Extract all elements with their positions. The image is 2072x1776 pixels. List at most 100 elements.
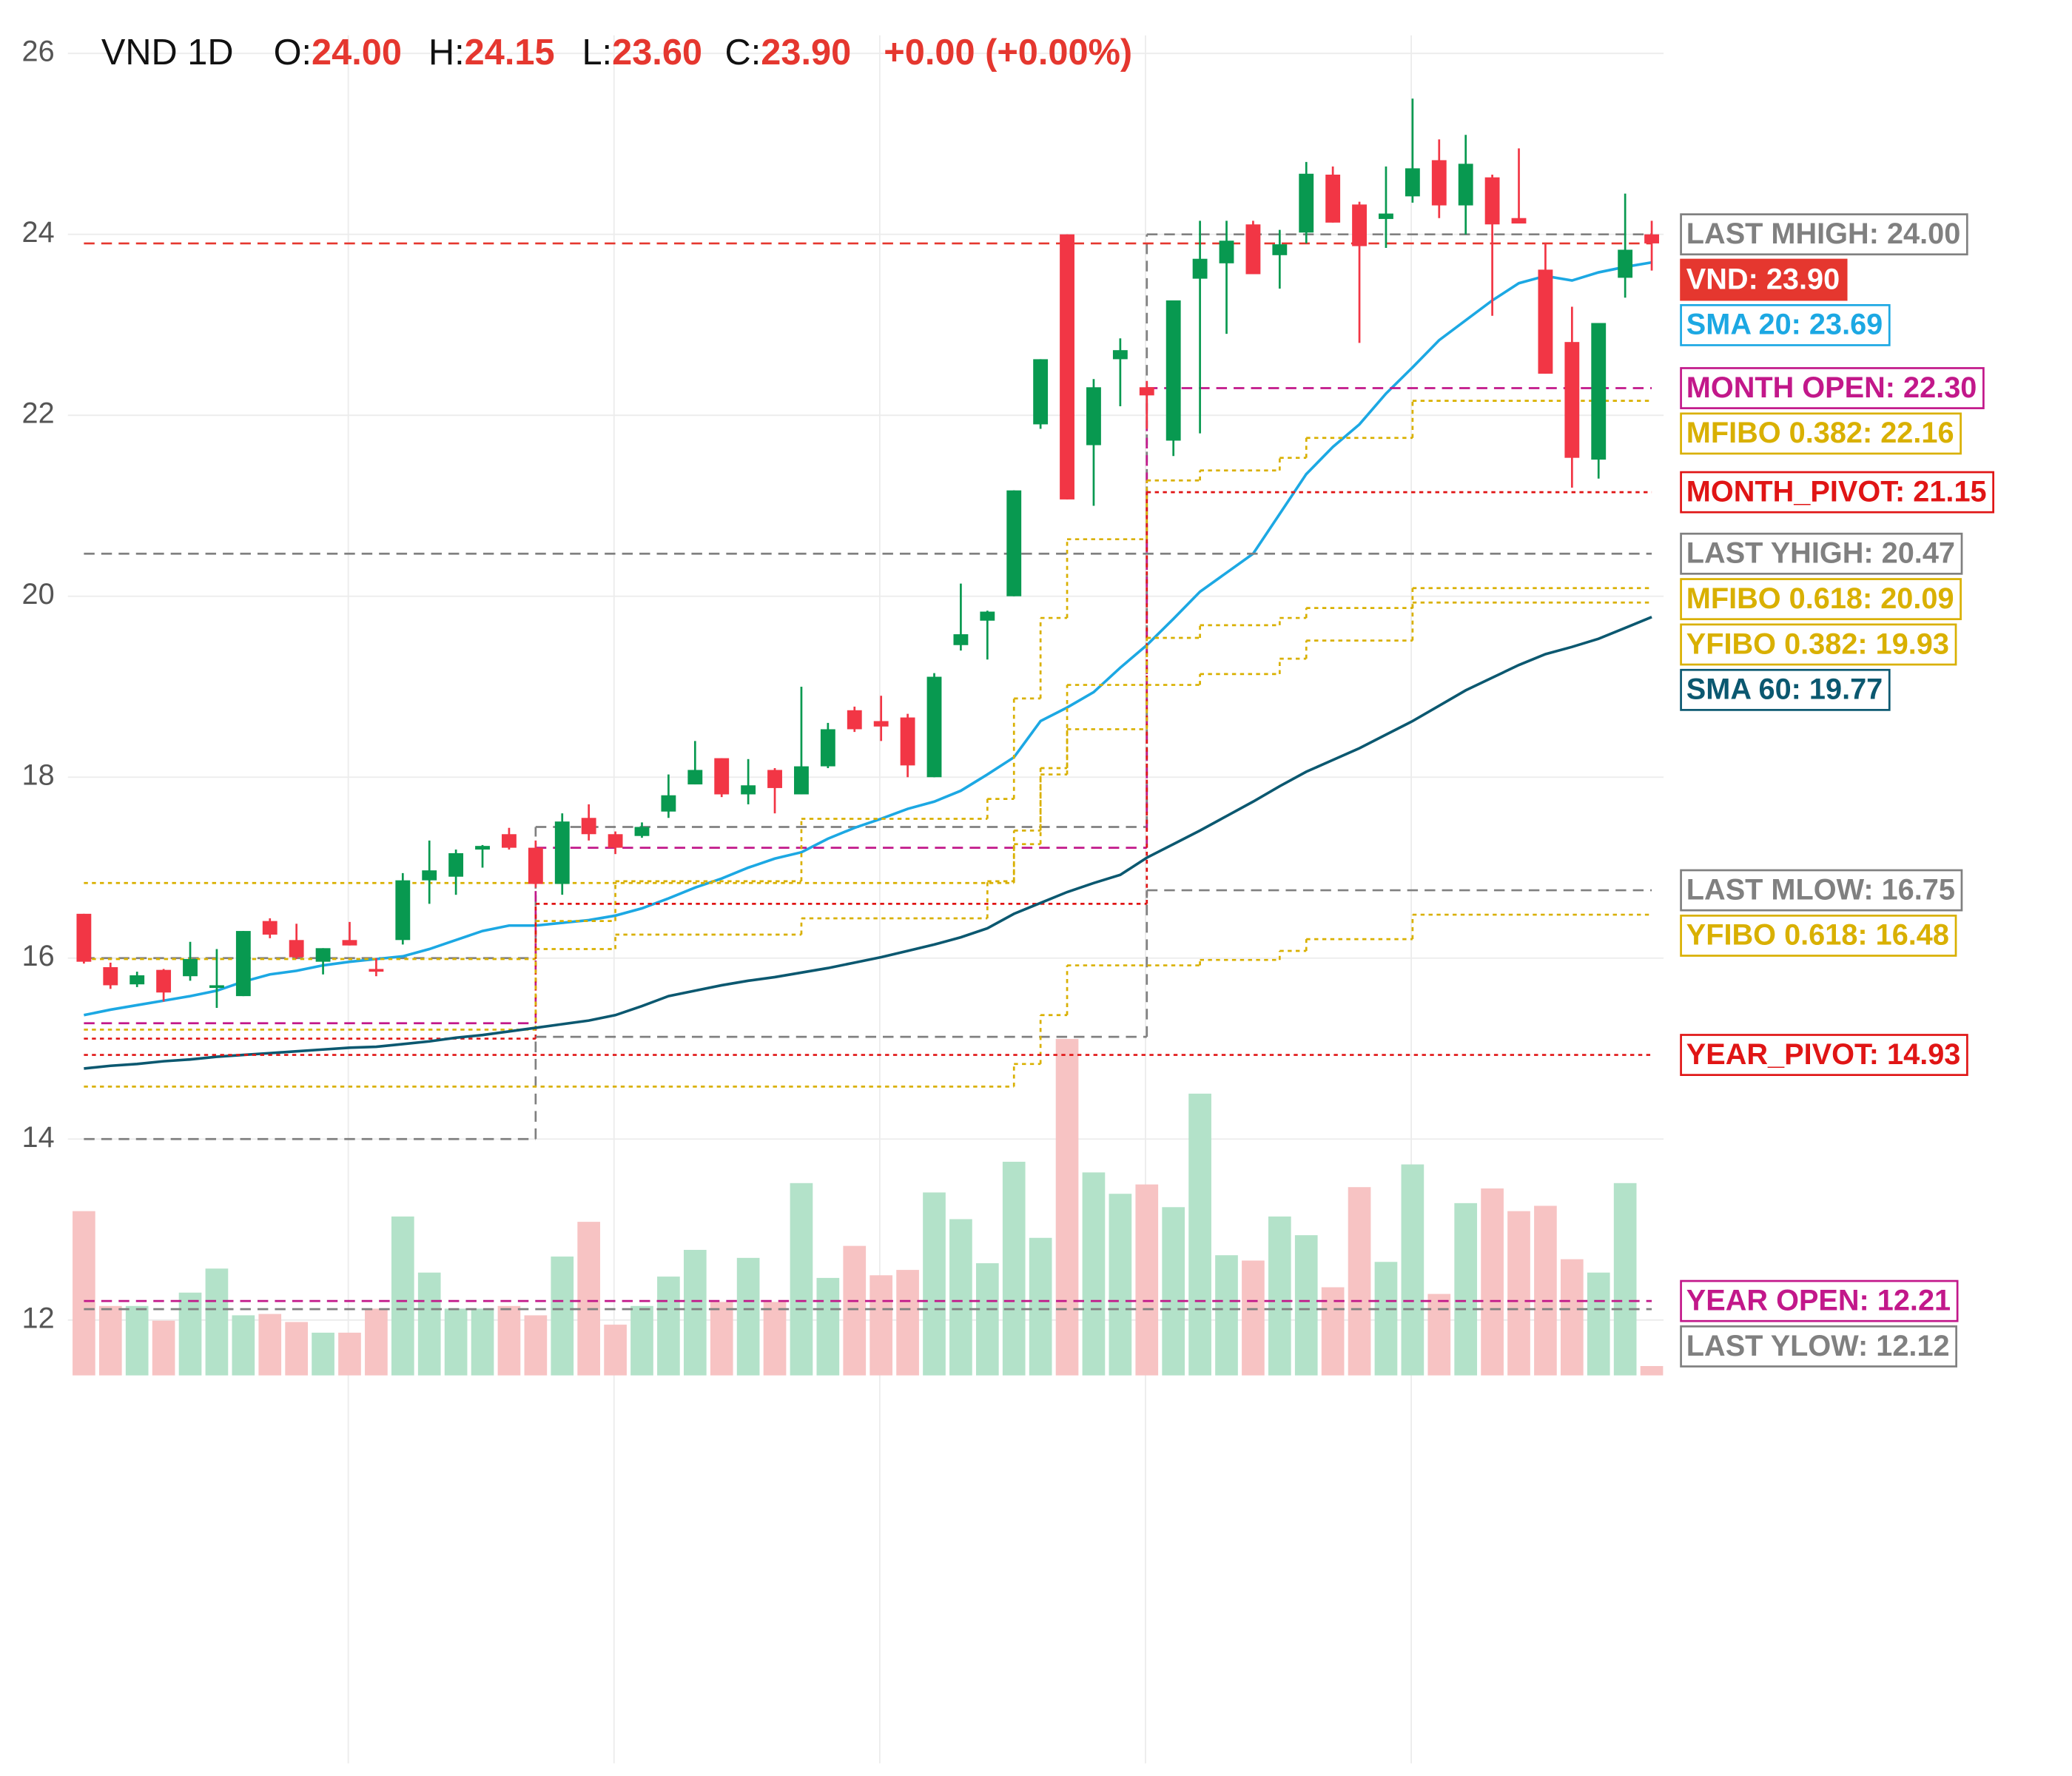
y-tick-label: 16 [22,940,55,972]
field-value: 24.00 [312,33,402,73]
volume-bar [1082,1172,1106,1376]
volume-bar [1401,1164,1424,1376]
candle-body [1245,224,1261,275]
candle-body [502,834,517,848]
volume-bar [1055,1038,1079,1376]
volume-bar [1215,1255,1238,1376]
price-label: VND: 23.90 [1686,263,1840,295]
price-label: YFIBO 0.618: 16.48 [1686,919,1949,952]
price-label-box [1680,258,1848,301]
field-label: L: [582,33,612,73]
y-tick-label: 24 [22,216,55,249]
change: +0.00 (+0.00%) [884,33,1132,73]
candle-layer [76,98,1659,1009]
volume-bar [790,1183,813,1376]
price-label: LAST YHIGH: 20.47 [1686,537,1955,570]
volume-bar [1507,1211,1530,1376]
candle-body [422,870,437,881]
candle-body [103,966,118,986]
price-label-box [1680,869,1963,912]
volume-bar [1135,1184,1159,1376]
volume-bar [1348,1187,1371,1376]
price-label-box [1680,532,1963,575]
volume-bar [630,1305,653,1376]
price-label: LAST MLOW: 16.75 [1686,873,1955,906]
price-label-box [1680,1325,1957,1368]
price-label: SMA 60: 19.77 [1686,673,1883,706]
field-label: O: [274,33,312,73]
volume-bar [73,1211,95,1376]
y-tick-label: 12 [22,1302,55,1334]
volume-bar [1427,1294,1451,1376]
candle-body [687,770,703,785]
price-label: YEAR_PIVOT: 14.93 [1686,1038,1961,1071]
chart-header: VND 1D O:24.00 H:24.15 L:23.60 C:23.90 +… [101,33,1132,73]
volume-bar [1481,1188,1504,1376]
volume-bar [683,1250,707,1376]
price-label-box [1680,578,1962,621]
volume-bar [497,1305,521,1376]
candle-body [528,847,543,884]
candle-body [900,717,915,766]
volume-bar [1613,1183,1637,1376]
candle-body [1644,234,1659,243]
candle-body [714,758,730,795]
price-label: LAST YLOW: 12.12 [1686,1330,1950,1362]
volume-bar [417,1272,441,1376]
volume-bar [1587,1272,1610,1376]
volume-bar [444,1308,468,1376]
y-tick-label: 20 [22,578,55,610]
candle-body [289,940,304,958]
candle-body [76,913,92,962]
volume-bar [949,1219,972,1376]
price-label-box [1680,303,1891,346]
price-label-box [1680,412,1962,455]
candle-body [209,985,224,989]
volume-bar [843,1245,867,1376]
volume-bar [710,1302,733,1376]
candle-body [634,827,650,836]
volume-bar [1188,1093,1211,1376]
candle-body [926,676,942,778]
volume-bar [1560,1259,1584,1376]
volume-bar [1268,1216,1291,1376]
y-tick-label: 18 [22,759,55,792]
candle-body [1272,244,1288,255]
volume-bar [258,1314,282,1376]
candle-body [847,710,862,730]
volume-bar [975,1263,999,1376]
volume-bar [178,1292,202,1376]
candle-body [1618,249,1633,278]
volume-bar [1294,1235,1318,1376]
volume-bar [205,1268,229,1376]
candle-body [1538,269,1553,374]
price-label: SMA 20: 23.69 [1686,309,1883,341]
candle-body [156,969,172,993]
grid-layer: 12 14 16 18 20 22 24 26 [22,36,1664,1763]
y-tick-label: 26 [22,36,55,68]
candle-body [315,948,331,962]
indicator-line [84,260,1652,1017]
y-tick-label: 14 [22,1121,55,1154]
price-label-box [1680,367,1985,409]
volume-bar [870,1275,893,1376]
candle-body [661,795,676,812]
candle-body [741,785,756,795]
symbol: VND 1D [101,33,234,73]
candle-body [262,921,278,935]
price-label-box [1680,1279,1959,1322]
volume-bar [524,1315,548,1376]
candle-body [183,958,198,977]
field-value: 24.15 [465,33,555,73]
candle-body [1484,177,1500,225]
price-label: MFIBO 0.382: 22.16 [1686,417,1954,449]
candle-body [1086,387,1101,445]
volume-bar [604,1325,627,1376]
overlay-layer [84,233,1652,1311]
candle-body [1139,387,1154,396]
candle-body [820,729,835,767]
candle-body [1458,164,1473,206]
candle-body [873,721,889,727]
price-label-box [1680,1034,1968,1076]
